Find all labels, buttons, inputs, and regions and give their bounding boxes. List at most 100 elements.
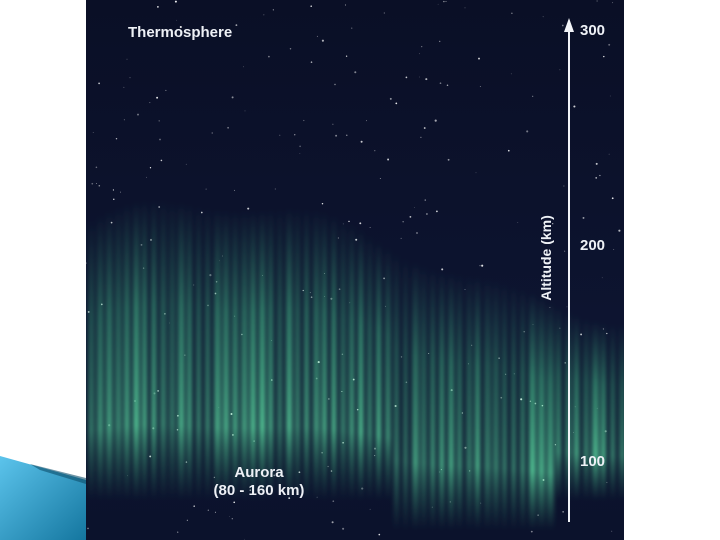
- star: [126, 58, 128, 60]
- star: [379, 177, 381, 179]
- star: [409, 215, 412, 218]
- aurora-ray: [556, 306, 562, 500]
- star: [428, 353, 430, 355]
- star: [464, 289, 466, 290]
- aurora-ray: [196, 206, 202, 500]
- star: [316, 35, 318, 37]
- star: [243, 66, 244, 68]
- star: [120, 191, 121, 193]
- star: [400, 356, 403, 358]
- aurora-ray: [331, 216, 337, 500]
- star: [332, 123, 334, 125]
- star: [299, 153, 301, 154]
- star: [611, 530, 613, 532]
- star: [564, 250, 566, 252]
- star: [580, 333, 583, 336]
- star: [405, 76, 408, 79]
- star: [193, 284, 195, 286]
- star: [595, 177, 598, 179]
- star: [369, 227, 371, 229]
- aurora-ray: [214, 209, 221, 501]
- aurora-ray: [286, 208, 293, 500]
- star: [608, 43, 611, 46]
- star: [185, 163, 187, 165]
- aurora-ray: [574, 314, 580, 500]
- star: [344, 4, 346, 6]
- star: [185, 461, 188, 463]
- star: [359, 222, 362, 225]
- star: [157, 390, 159, 392]
- corner-triangle-decoration: [0, 456, 86, 540]
- aurora-altitude-range: (80 - 160 km): [213, 482, 305, 499]
- star: [211, 132, 213, 134]
- star: [96, 183, 97, 185]
- star: [289, 48, 292, 50]
- star: [596, 0, 598, 2]
- star: [530, 530, 533, 533]
- star: [149, 102, 151, 104]
- star: [561, 24, 564, 27]
- star: [115, 138, 118, 140]
- aurora-ray: [232, 210, 239, 500]
- star: [299, 145, 301, 148]
- aurora-ray: [376, 241, 382, 500]
- star: [233, 189, 236, 191]
- star: [402, 221, 404, 223]
- star: [606, 332, 608, 335]
- star: [374, 455, 376, 457]
- star: [346, 134, 348, 136]
- star: [112, 189, 114, 191]
- star: [303, 119, 305, 122]
- star: [193, 505, 195, 507]
- aurora-ray: [133, 201, 140, 500]
- star: [309, 292, 311, 294]
- star: [222, 255, 223, 257]
- aurora-ray: [367, 235, 373, 501]
- star: [186, 519, 188, 521]
- star: [559, 69, 561, 71]
- star: [137, 113, 139, 116]
- star: [542, 16, 544, 18]
- star: [342, 527, 345, 530]
- aurora-ray: [430, 268, 436, 530]
- star: [562, 511, 564, 513]
- star: [86, 262, 87, 264]
- star: [532, 95, 534, 97]
- star: [416, 232, 418, 234]
- aurora-ray: [538, 296, 545, 530]
- star: [606, 482, 608, 483]
- aurora-ray: [124, 204, 130, 500]
- atmosphere-diagram: Thermosphere Altitude (km) 300 200 100 A…: [86, 0, 624, 540]
- star: [420, 136, 422, 139]
- star: [95, 166, 98, 169]
- tick-label-200: 200: [580, 237, 606, 254]
- aurora-ray: [187, 204, 193, 501]
- star: [480, 502, 482, 504]
- star: [113, 198, 115, 200]
- aurora-name: Aurora: [234, 464, 284, 481]
- star: [200, 211, 203, 214]
- aurora-ray: [547, 301, 554, 530]
- star: [400, 237, 402, 239]
- aurora-ray: [601, 323, 607, 500]
- aurora-ray: [205, 207, 211, 500]
- star: [374, 150, 376, 152]
- star: [608, 153, 610, 155]
- aurora-ray: [502, 282, 508, 530]
- star: [98, 185, 101, 187]
- star: [378, 533, 381, 536]
- star: [331, 521, 334, 524]
- star: [274, 188, 276, 190]
- star: [443, 0, 445, 3]
- aurora-ray: [466, 275, 473, 530]
- star: [156, 96, 159, 99]
- star: [447, 158, 450, 161]
- star: [475, 172, 477, 174]
- star: [179, 25, 182, 29]
- star: [321, 202, 324, 205]
- star: [510, 73, 512, 75]
- star: [174, 0, 177, 3]
- aurora-ray: [169, 201, 176, 500]
- star: [563, 185, 565, 187]
- star: [273, 474, 276, 477]
